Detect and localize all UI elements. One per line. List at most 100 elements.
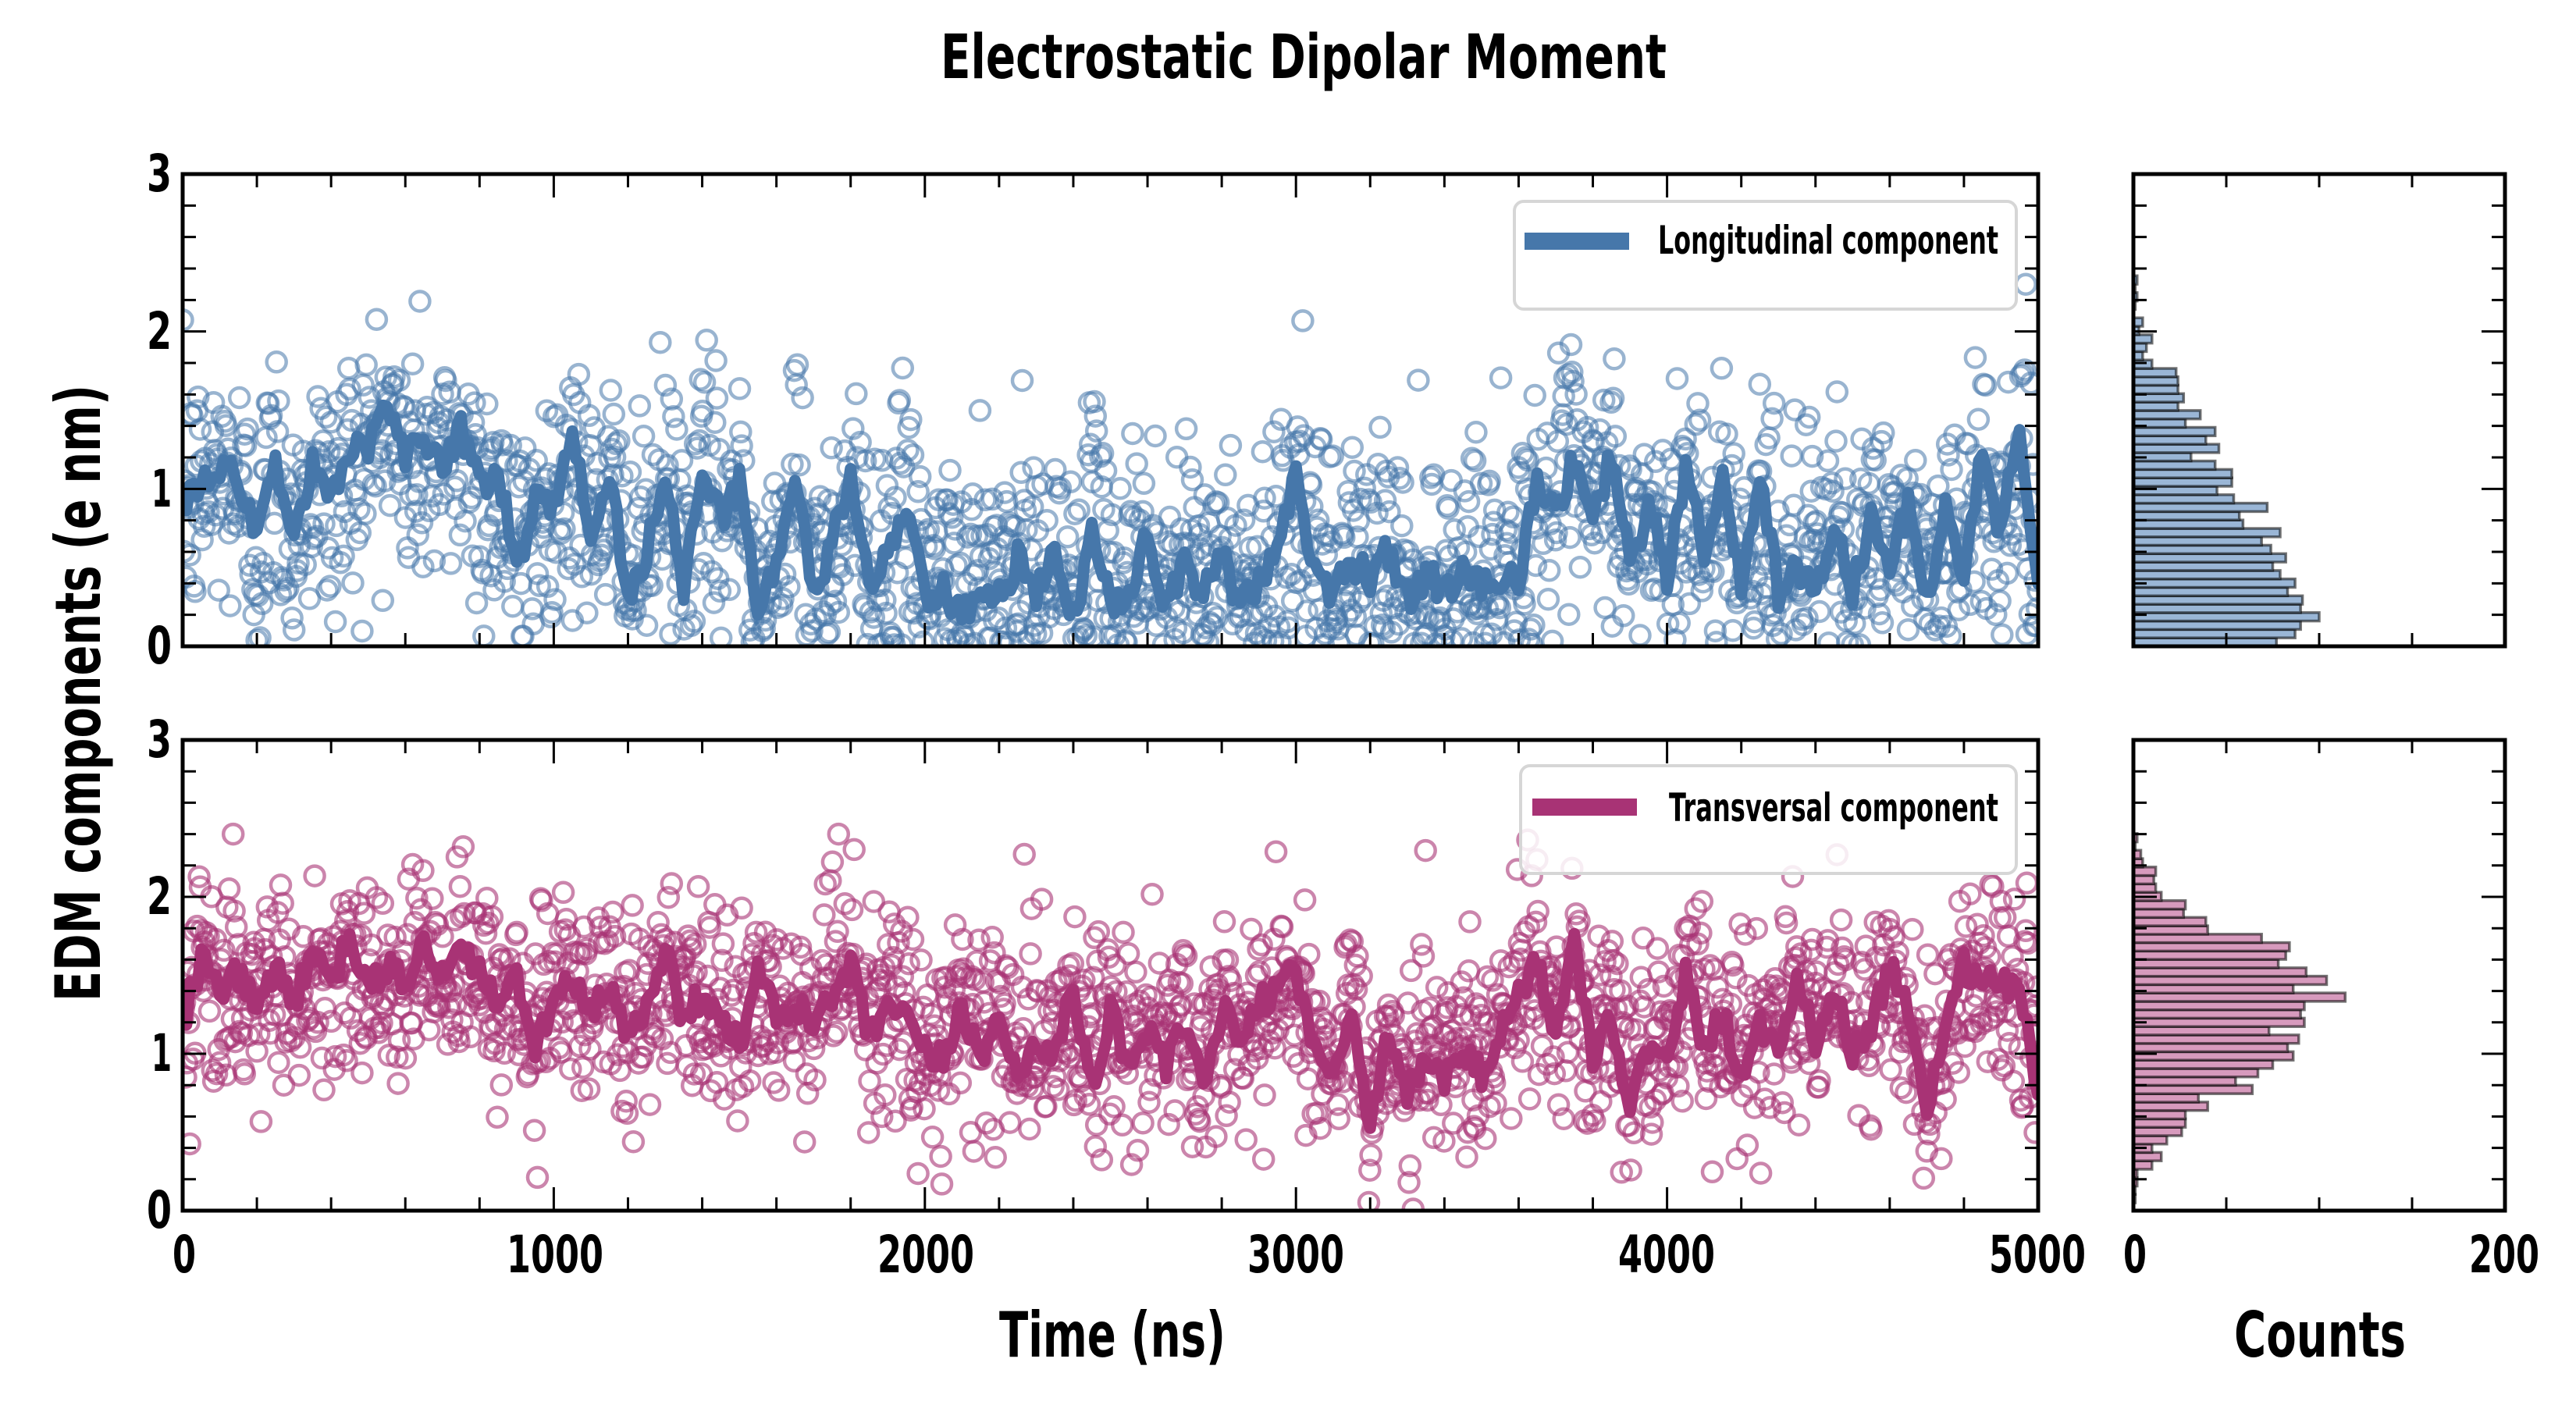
scatter-point: [1824, 429, 1848, 453]
scatter-point: [1321, 444, 1344, 468]
scatter-point: [458, 1025, 482, 1049]
scatter-point: [1780, 444, 1803, 468]
scatter-point: [1500, 1107, 1523, 1130]
scatter-point: [287, 1063, 311, 1087]
scatter-point: [197, 999, 222, 1023]
scatter-point: [249, 1110, 273, 1133]
scatter-point: [1722, 442, 1745, 465]
scatter-point: [1872, 421, 1895, 445]
scatter-point: [817, 621, 841, 644]
scatter-point: [1353, 476, 1376, 500]
scatter-point: [682, 610, 706, 633]
scatter-point: [994, 616, 1018, 640]
scatter-point: [1084, 419, 1108, 443]
scatter-point: [1700, 1160, 1724, 1184]
scatter-point: [884, 486, 907, 509]
scatter-point: [422, 549, 447, 573]
scatter-point: [1825, 380, 1849, 404]
scatter-point: [280, 606, 304, 630]
scatter-point: [1560, 361, 1584, 384]
scatter-point: [1749, 1161, 1773, 1185]
scatter-point: [911, 630, 935, 646]
scatter-point: [222, 899, 246, 923]
scatter-point: [480, 905, 504, 929]
scatter-point: [948, 1071, 973, 1095]
scatter-point: [656, 885, 681, 909]
scatter-point: [489, 1073, 514, 1097]
plot-area: [183, 272, 2038, 646]
scatter-point: [448, 874, 472, 898]
scatter-point: [827, 822, 851, 846]
scatter-point: [333, 1001, 357, 1025]
scatter-point: [1831, 501, 1854, 525]
scatter-point: [1522, 613, 1546, 637]
scatter-point: [703, 411, 727, 434]
scatter-point: [1327, 1107, 1350, 1131]
scatter-point: [604, 432, 628, 456]
scatter-point: [282, 618, 306, 642]
scatter-point: [1144, 424, 1167, 448]
scatter-point: [582, 416, 606, 439]
scatter-point: [269, 873, 293, 897]
scatter-point: [596, 425, 621, 448]
scatter-point: [1725, 1147, 1749, 1171]
scatter-point: [593, 582, 617, 606]
scatter-point: [1575, 415, 1599, 439]
scatter-point: [472, 624, 496, 646]
scatter-point: [1561, 369, 1585, 393]
scatter-point: [1808, 599, 1831, 624]
scatter-point: [463, 391, 486, 414]
scatter-point: [980, 487, 1004, 511]
x-tick-label: 5000: [1989, 1225, 2086, 1285]
scatter-point: [993, 481, 1016, 504]
scatter-point: [431, 925, 454, 948]
scatter-point: [393, 1046, 418, 1070]
scatter-point: [983, 609, 1006, 633]
scatter-point: [906, 1161, 930, 1186]
scatter-point: [1219, 433, 1243, 457]
scatter-point: [1132, 471, 1156, 496]
y-tick-labels-bottom: 0 1 2 3: [147, 710, 172, 1240]
scatter-point: [1799, 479, 1823, 503]
scatter-point: [271, 891, 294, 915]
scatter-point: [212, 938, 236, 962]
scatter-point: [448, 523, 472, 547]
scatter-point: [493, 570, 516, 593]
scatter-point: [464, 591, 489, 615]
scatter-point: [1368, 415, 1392, 439]
scatter-point: [973, 488, 997, 512]
scatter-point: [813, 903, 836, 927]
scatter-point: [250, 592, 274, 616]
scatter-point: [785, 353, 809, 376]
scatter-point: [824, 589, 848, 614]
scatter-point: [1214, 463, 1237, 487]
scatter-point: [1601, 386, 1625, 411]
scatter-point: [1834, 467, 1857, 490]
scatter-point: [1112, 920, 1135, 944]
scatter-point: [1391, 471, 1414, 494]
scatter-point: [449, 905, 473, 928]
scatter-point: [405, 886, 429, 910]
scatter-point: [365, 308, 389, 331]
scatter-point: [1488, 596, 1512, 620]
scatter-point: [1332, 525, 1356, 550]
scatter-point: [297, 587, 322, 610]
scatter-point: [1646, 937, 1670, 960]
scatter-point: [312, 512, 336, 535]
scatter-point: [507, 475, 531, 499]
scatter-point: [1359, 490, 1382, 514]
scatter-point: [315, 578, 339, 602]
scatter-point: [1081, 625, 1105, 646]
scatter-point: [1110, 1113, 1134, 1137]
scatter-point: [1545, 521, 1568, 545]
scatter-point: [704, 349, 728, 372]
chart-title: Electrostatic Dipolar Moment: [941, 23, 1667, 93]
scatter-point: [670, 449, 694, 472]
scatter-point: [1263, 604, 1286, 628]
scatter-point: [1012, 842, 1036, 866]
scatter-point: [1063, 502, 1087, 525]
scatter-point: [288, 1035, 312, 1059]
scatter-point: [1375, 584, 1400, 608]
y-tick-label: 2: [147, 866, 172, 927]
x-tick-labels-counts: 0 200: [2123, 1225, 2539, 1285]
